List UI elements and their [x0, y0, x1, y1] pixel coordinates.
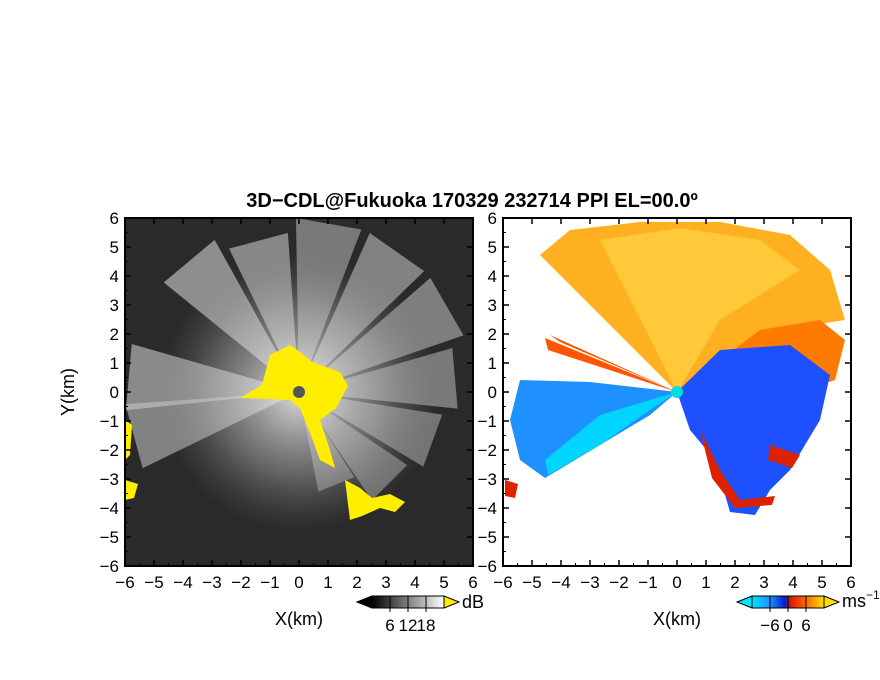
snr-colorbar-extend-low [355, 595, 373, 609]
velocity-x-tick-label: −4 [551, 573, 570, 592]
velocity-y-tick-label: 6 [488, 209, 497, 228]
snr-y-tick-label: −6 [100, 557, 119, 576]
velocity-x-tick-label: 3 [759, 573, 768, 592]
snr-x-tick-label: 0 [294, 573, 303, 592]
velocity-radar-center-marker [671, 386, 683, 398]
snr-x-tick-label: 6 [468, 573, 477, 592]
velocity-colorbar-tick-label: 0 [783, 616, 792, 635]
snr-colorbar: 6 12 18 dB [355, 592, 484, 635]
snr-y-tick-label: 3 [110, 296, 119, 315]
velocity-x-tick-label: 6 [846, 573, 855, 592]
velocity-panel: −6 −5 −4 −3 −2 −1 0 1 2 3 4 5 6 6 5 4 3 2 1 0 −1 −2 −3 −4 −5 −6 X… [478, 209, 856, 629]
snr-colorbar-tick-label: 12 [399, 616, 418, 635]
velocity-y-tick-label: −1 [478, 412, 497, 431]
snr-x-tick-label: 4 [410, 573, 419, 592]
velocity-region-west-narrow-beam [545, 335, 677, 392]
velocity-y-tick-label: 4 [488, 267, 497, 286]
velocity-y-tick-label: −5 [478, 528, 497, 547]
snr-overflow-region [125, 345, 405, 520]
velocity-colorbar: −6 0 6 ms−1 [735, 588, 880, 635]
velocity-regions [505, 222, 845, 515]
snr-overflow-west [125, 420, 138, 500]
snr-x-axis-label: X(km) [275, 609, 323, 629]
figure-title: 3D−CDL@Fukuoka 170329 232714 PPI EL=00.0… [246, 190, 698, 212]
snr-radar-center-marker [293, 386, 305, 398]
velocity-y-tick-label: 5 [488, 238, 497, 257]
velocity-y-tick-label: 3 [488, 296, 497, 315]
velocity-region-south-red-edges [505, 430, 800, 508]
velocity-x-tick-label: 5 [817, 573, 826, 592]
velocity-x-tick-label: −5 [522, 573, 541, 592]
snr-colorbar-tick-label: 18 [417, 616, 436, 635]
snr-y-tick-label: 0 [110, 383, 119, 402]
velocity-y-tick-label: −2 [478, 441, 497, 460]
velocity-region-north-core [600, 228, 800, 392]
snr-overflow-south [345, 480, 405, 520]
snr-x-tick-label: −4 [173, 573, 192, 592]
velocity-x-tick-label: 2 [730, 573, 739, 592]
velocity-region-east-southeast [677, 345, 830, 515]
snr-x-tick-label: −3 [202, 573, 221, 592]
velocity-y-tick-label: −4 [478, 499, 497, 518]
velocity-axes: −6 −5 −4 −3 −2 −1 0 1 2 3 4 5 6 6 5 4 3 2 1 0 −1 −2 −3 −4 −5 −6 [478, 209, 856, 592]
snr-y-tick-label: 4 [110, 267, 119, 286]
snr-x-tick-label: −6 [115, 573, 134, 592]
snr-y-tick-label: 5 [110, 238, 119, 257]
velocity-x-tick-label: −6 [493, 573, 512, 592]
snr-x-tick-label: 2 [352, 573, 361, 592]
velocity-colorbar-unit: ms−1 [842, 588, 880, 611]
snr-y-tick-label: 6 [110, 209, 119, 228]
velocity-y-tick-label: 2 [488, 325, 497, 344]
snr-y-axis-label: Y(km) [58, 368, 78, 416]
velocity-y-tick-label: 1 [488, 354, 497, 373]
velocity-y-tick-label: −3 [478, 470, 497, 489]
snr-colorbar-unit: dB [462, 592, 484, 612]
velocity-x-axis-label: X(km) [653, 609, 701, 629]
velocity-x-tick-label: 1 [701, 573, 710, 592]
snr-x-tick-label: −2 [231, 573, 250, 592]
snr-y-tick-label: 1 [110, 354, 119, 373]
velocity-x-tick-label: −2 [609, 573, 628, 592]
velocity-x-tick-label: 4 [788, 573, 797, 592]
velocity-x-tick-label: 0 [672, 573, 681, 592]
snr-x-tick-label: −1 [260, 573, 279, 592]
snr-x-tick-label: 1 [323, 573, 332, 592]
velocity-colorbar-unit-base: ms [842, 591, 866, 611]
snr-y-tick-label: 2 [110, 325, 119, 344]
snr-y-tick-label: −2 [100, 441, 119, 460]
snr-y-tick-label: −1 [100, 412, 119, 431]
snr-colorbar-tick-label: 6 [385, 616, 394, 635]
velocity-colorbar-tick-label: −6 [760, 616, 779, 635]
snr-y-tick-label: −4 [100, 499, 119, 518]
snr-x-tick-label: −5 [144, 573, 163, 592]
velocity-x-tick-label: −3 [580, 573, 599, 592]
velocity-colorbar-unit-exponent: −1 [866, 588, 880, 602]
snr-axes: −6 −5 −4 −3 −2 −1 0 1 2 3 4 5 6 6 5 4 3 2 1 0 −1 −2 −3 −4 −5 −6 [100, 209, 478, 592]
velocity-colorbar-extend-low [735, 595, 753, 609]
snr-overflow-core [240, 345, 348, 468]
velocity-colorbar-ticks: −6 0 6 [760, 596, 811, 635]
snr-colorbar-ticks: 6 12 18 [385, 596, 435, 635]
snr-panel: −6 −5 −4 −3 −2 −1 0 1 2 3 4 5 6 6 5 4 3 2 1 0 −1 −2 −3 −4 −5 −6 Y… [58, 209, 478, 629]
snr-y-tick-label: −5 [100, 528, 119, 547]
velocity-colorbar-extend-high [823, 595, 841, 609]
snr-colorbar-extend-high [443, 595, 461, 609]
snr-y-tick-label: −3 [100, 470, 119, 489]
snr-x-tick-label: 5 [439, 573, 448, 592]
velocity-y-tick-label: −6 [478, 557, 497, 576]
velocity-region-west-cyan [545, 392, 677, 475]
snr-x-tick-label: 3 [381, 573, 390, 592]
velocity-y-tick-label: 0 [488, 383, 497, 402]
velocity-colorbar-tick-label: 6 [801, 616, 810, 635]
velocity-x-tick-label: −1 [638, 573, 657, 592]
